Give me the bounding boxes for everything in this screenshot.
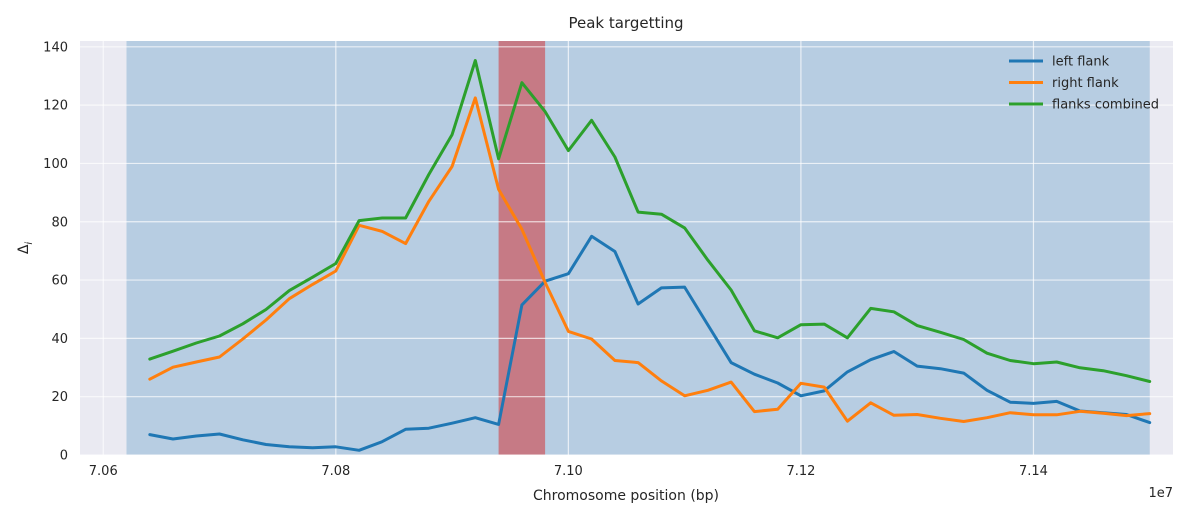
x-tick-label: 7.06: [89, 464, 118, 479]
legend-label-0: left flank: [1052, 55, 1110, 70]
y-tick-label: 140: [43, 40, 68, 55]
shaded-region-0: [126, 41, 1150, 455]
y-tick-label: 120: [43, 99, 68, 114]
series-lines: [148, 59, 1152, 452]
y-tick-label: 40: [51, 332, 68, 347]
x-tick-label: 7.10: [554, 464, 583, 479]
y-axis-label-main: Δ: [16, 244, 32, 254]
y-tick-label: 0: [60, 449, 68, 464]
y-tick-label: 100: [43, 157, 68, 172]
y-tick-label: 60: [51, 274, 68, 289]
series-line-0: [148, 234, 1152, 452]
grid: [80, 41, 1173, 456]
y-tick-label: 80: [51, 215, 68, 230]
legend-label-2: flanks combined: [1052, 98, 1159, 113]
series-line-1: [148, 96, 1152, 423]
y-axis-label: Δi: [16, 242, 35, 255]
legend-label-1: right flank: [1052, 76, 1119, 91]
shaded-regions: [126, 41, 1150, 455]
x-tick-label: 7.14: [1019, 464, 1048, 479]
plot-background: [80, 41, 1173, 455]
x-offset-label: 1e7: [1148, 486, 1173, 501]
x-tick-label: 7.12: [786, 464, 815, 479]
tick-labels: 7.06 7.08 7.10 7.12 7.14 0 20 40 60 80 100 120 140: [43, 40, 1048, 479]
x-tick-label: 7.08: [321, 464, 350, 479]
x-axis-label: Chromosome position (bp): [533, 488, 719, 504]
y-tick-label: 20: [51, 390, 68, 405]
chart-title: Peak targetting: [568, 14, 683, 32]
legend: left flank right flank flanks combined: [1009, 55, 1159, 113]
series-line-2: [148, 59, 1152, 383]
y-axis-label-subscript: i: [24, 242, 35, 245]
